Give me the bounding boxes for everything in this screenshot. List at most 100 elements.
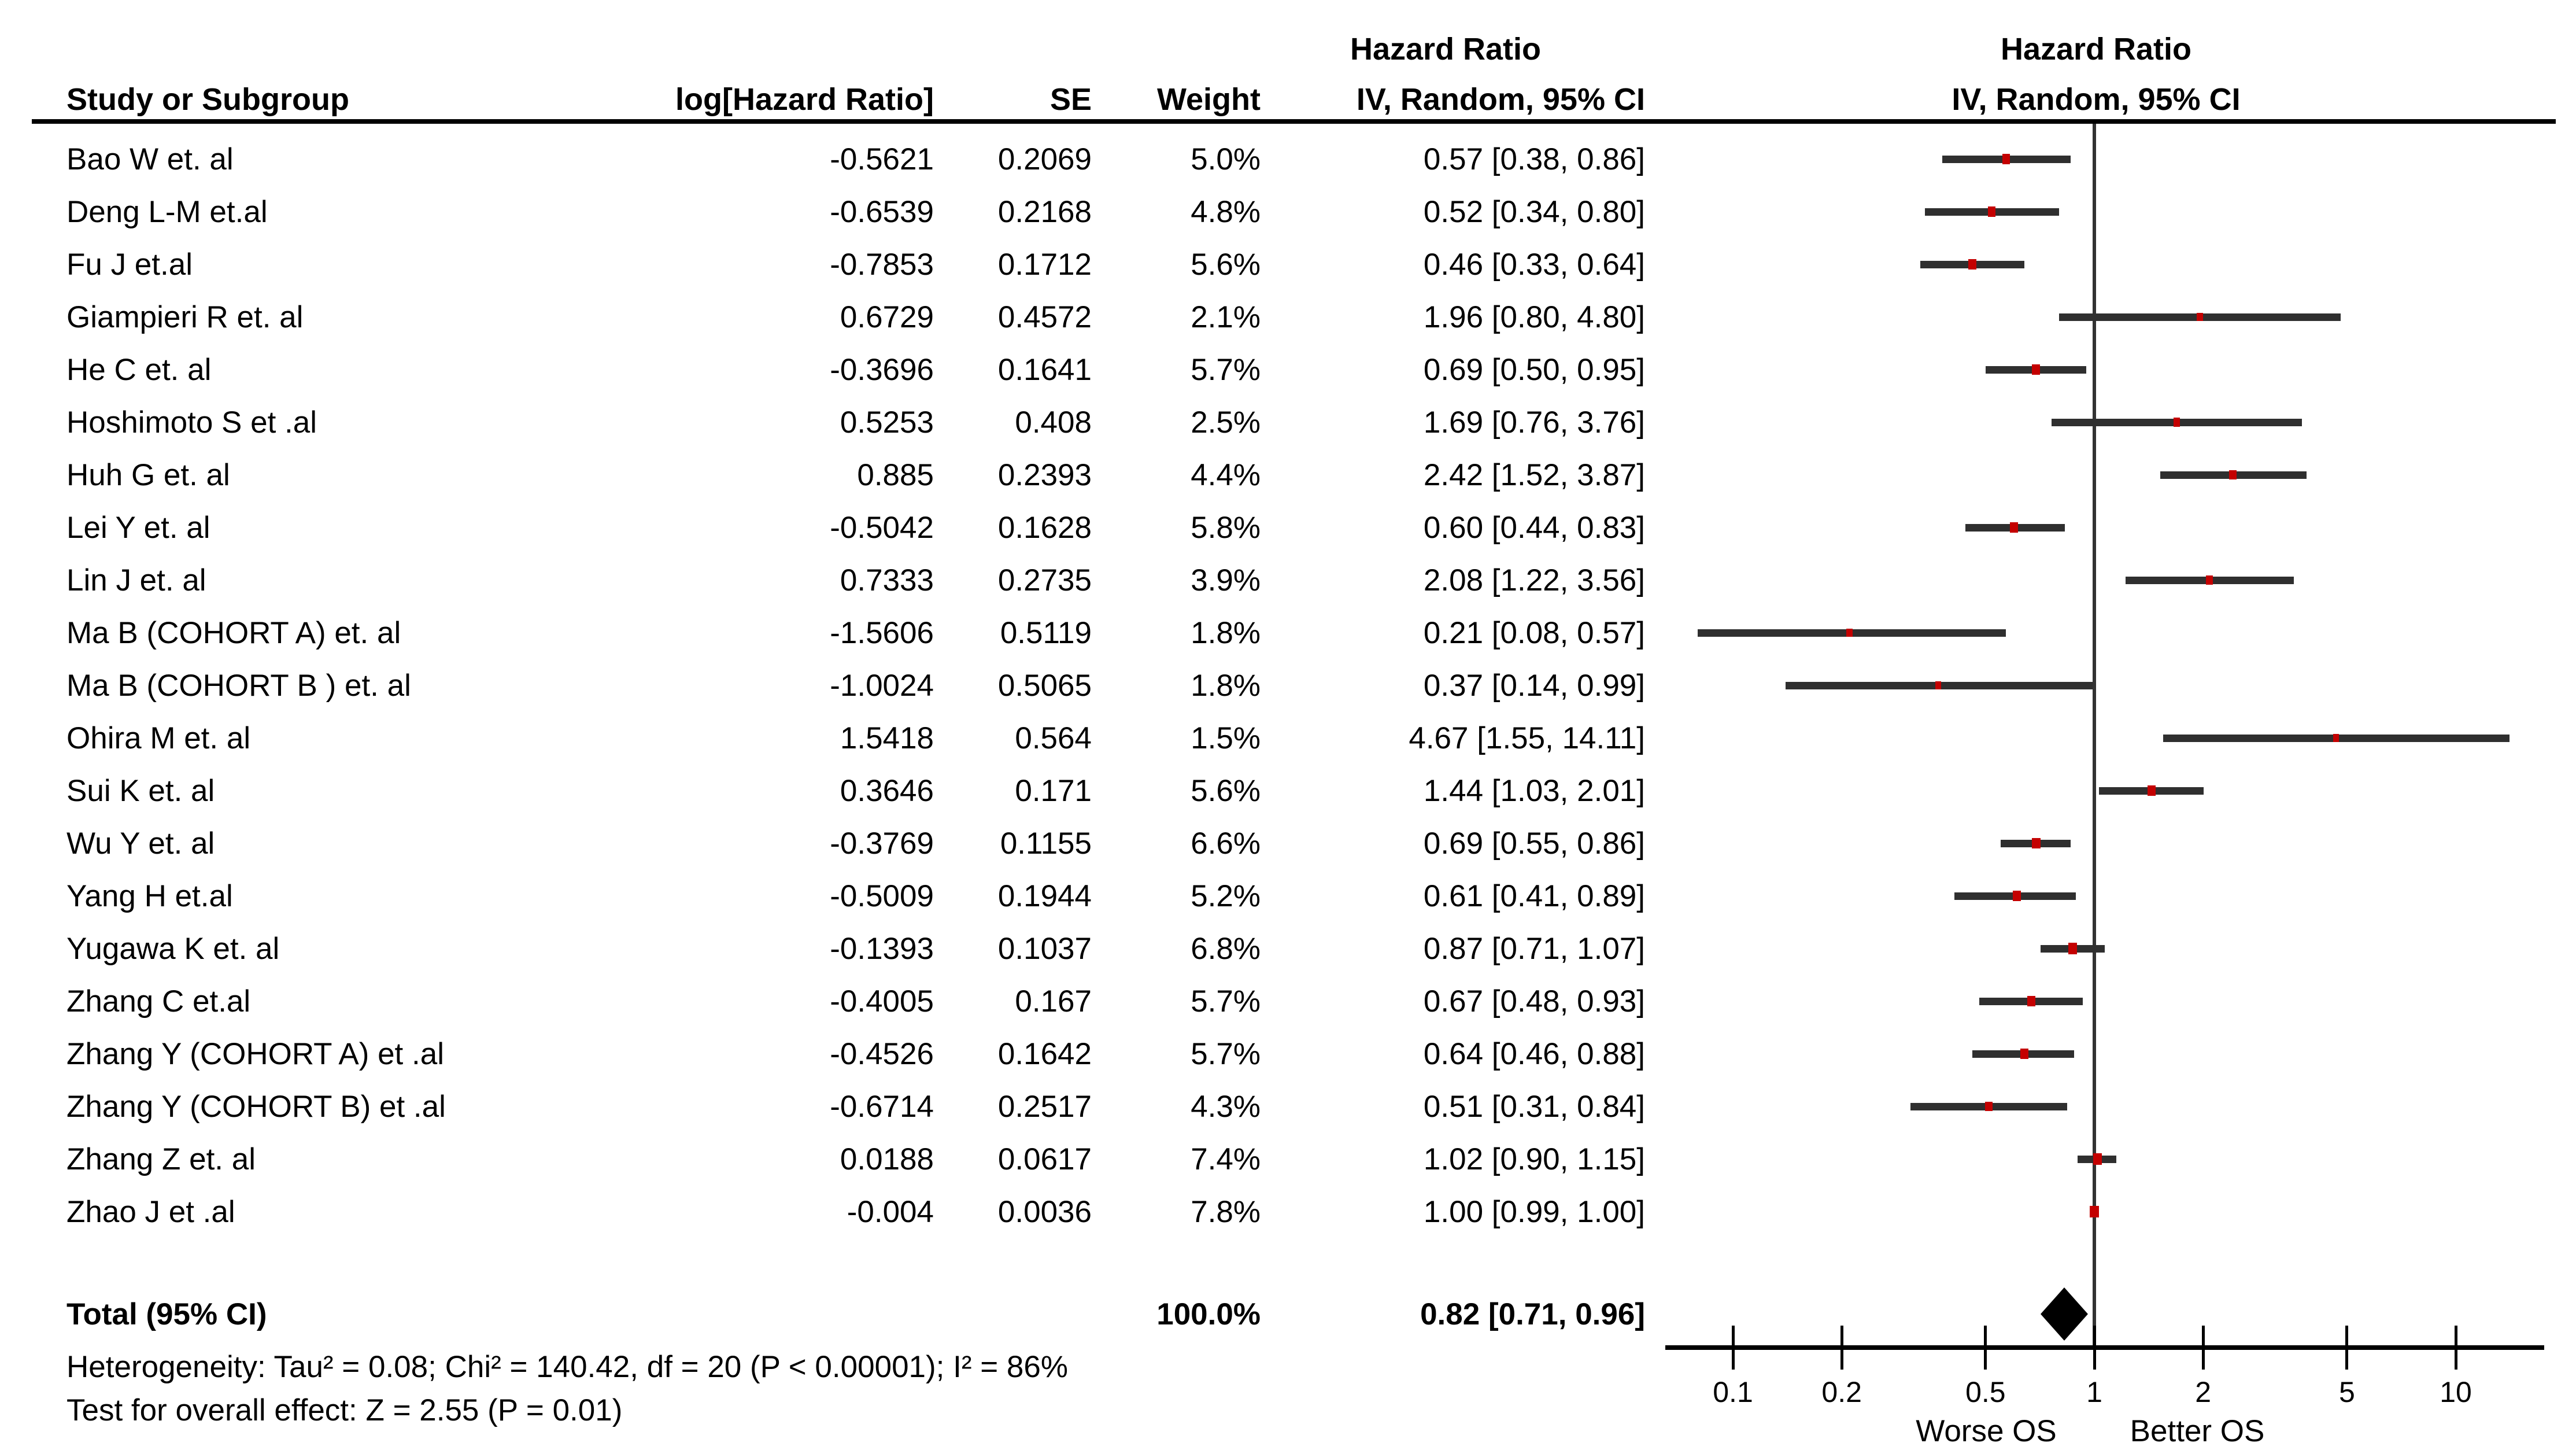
total-label: Total (95% CI) [66,1297,267,1331]
study-row: Lei Y et. al -0.5042 0.1628 5.8% 0.60 [0… [0,501,2576,554]
heterogeneity-text: Heterogeneity: Tau² = 0.08; Chi² = 140.4… [66,1350,1068,1384]
study-log-hr: -0.5009 [830,879,934,913]
study-name: Huh G et. al [66,457,230,492]
study-name: Sui K et. al [66,773,215,808]
study-ci: 0.64 [0.46, 0.88] [1423,1036,1645,1071]
x-axis-tick [2454,1326,2457,1370]
effect-marker [1987,206,1996,217]
effect-marker [1846,628,1853,637]
study-log-hr: -0.1393 [830,931,934,966]
study-row: Fu J et.al -0.7853 0.1712 5.6% 0.46 [0.3… [0,238,2576,291]
study-weight: 5.6% [1191,247,1261,282]
study-ci: 0.46 [0.33, 0.64] [1423,247,1645,282]
study-ci: 0.69 [0.55, 0.86] [1423,826,1645,861]
column-header-log-hazard-ratio: log[Hazard Ratio] [675,82,934,117]
x-axis-tick-label: 1 [2086,1376,2102,1408]
study-se: 0.0617 [997,1142,1092,1176]
x-axis-label-better: Better OS [2130,1414,2265,1448]
study-row: He C et. al -0.3696 0.1641 5.7% 0.69 [0.… [0,344,2576,396]
x-axis-tick-label: 0.1 [1713,1376,1753,1408]
study-weight: 1.8% [1191,668,1261,703]
x-axis-tick [1984,1326,1987,1370]
study-se: 0.5119 [1000,615,1092,650]
effect-marker [1984,1101,1993,1112]
study-weight: 2.1% [1191,300,1261,334]
study-log-hr: -1.0024 [830,668,934,703]
study-row: Sui K et. al 0.3646 0.171 5.6% 1.44 [1.0… [0,765,2576,817]
header-divider-line [32,119,2556,124]
study-ci: 1.44 [1.03, 2.01] [1423,773,1645,808]
study-ci: 4.67 [1.55, 14.11] [1409,721,1645,755]
study-name: Lin J et. al [66,563,206,597]
overall-effect-text: Test for overall effect: Z = 2.55 (P = 0… [66,1393,623,1427]
study-weight: 4.4% [1191,457,1261,492]
effect-marker [2027,995,2036,1007]
study-row: Ma B (COHORT B ) et. al -1.0024 0.5065 1… [0,659,2576,712]
study-se: 0.564 [1015,721,1092,755]
x-axis-line [1665,1345,2544,1350]
effect-marker [2012,891,2021,901]
study-ci: 0.52 [0.34, 0.80] [1423,194,1645,229]
hazard-ratio-header-left: Hazard Ratio [1350,32,1542,67]
x-axis-tick-label: 2 [2195,1376,2212,1408]
study-row: Zhang C et.al -0.4005 0.167 5.7% 0.67 [0… [0,975,2576,1028]
effect-marker [2093,1153,2102,1165]
x-axis-tick-label: 0.5 [1965,1376,2006,1408]
study-log-hr: -0.5042 [830,510,934,545]
study-log-hr: -0.6539 [830,194,934,229]
study-row: Deng L-M et.al -0.6539 0.2168 4.8% 0.52 … [0,186,2576,238]
column-header-weight: Weight [1157,82,1261,117]
study-ci: 1.02 [0.90, 1.15] [1423,1142,1645,1176]
study-log-hr: -1.5606 [830,615,934,650]
study-log-hr: 0.0188 [840,1142,934,1176]
study-name: Ohira M et. al [66,721,251,755]
effect-marker [2333,733,2340,743]
study-row: Yang H et.al -0.5009 0.1944 5.2% 0.61 [0… [0,870,2576,922]
study-row: Giampieri R et. al 0.6729 0.4572 2.1% 1.… [0,291,2576,344]
effect-marker [2197,312,2204,322]
study-name: Yugawa K et. al [66,931,280,966]
study-ci: 1.96 [0.80, 4.80] [1423,300,1645,334]
study-weight: 5.0% [1191,142,1261,176]
study-log-hr: -0.6714 [830,1089,934,1124]
study-ci: 0.37 [0.14, 0.99] [1423,668,1645,703]
hazard-ratio-header-right: Hazard Ratio [2000,32,2192,67]
x-axis-tick [2093,1326,2096,1370]
study-name: Zhang C et.al [66,984,251,1018]
effect-marker [2032,364,2041,375]
total-ci: 0.82 [0.71, 0.96] [1420,1297,1645,1331]
study-name: Fu J et.al [66,247,193,282]
x-axis-tick [2345,1326,2349,1370]
x-axis-tick [1731,1326,1735,1370]
study-weight: 4.3% [1191,1089,1261,1124]
total-row: Total (95% CI) 100.0% 0.82 [0.71, 0.96] [0,1288,2576,1341]
study-name: Wu Y et. al [66,826,215,861]
study-name: He C et. al [66,352,212,387]
study-se: 0.1944 [997,879,1092,913]
effect-marker [2173,418,2180,427]
study-row: Zhang Z et. al 0.0188 0.0617 7.4% 1.02 [… [0,1133,2576,1186]
study-ci: 0.60 [0.44, 0.83] [1423,510,1645,545]
effect-marker [2147,785,2156,796]
x-axis-tick [1840,1326,1843,1370]
study-ci: 1.00 [0.99, 1.00] [1423,1194,1645,1229]
x-axis-tick [2201,1326,2205,1370]
x-axis-tick-label: 10 [2440,1376,2472,1408]
study-log-hr: -0.4005 [830,984,934,1018]
study-ci: 0.87 [0.71, 1.07] [1423,931,1645,966]
study-se: 0.2168 [997,194,1092,229]
study-weight: 4.8% [1191,194,1261,229]
effect-marker [2010,522,2019,533]
study-row: Yugawa K et. al -0.1393 0.1037 6.8% 0.87… [0,922,2576,975]
x-axis-label-worse: Worse OS [1916,1414,2057,1448]
study-name: Giampieri R et. al [66,300,304,334]
study-log-hr: 0.3646 [840,773,934,808]
effect-marker [2031,837,2041,849]
study-se: 0.2069 [997,142,1092,176]
study-name: Deng L-M et.al [66,194,268,229]
study-log-hr: 1.5418 [840,721,934,755]
column-header-study: Study or Subgroup [66,82,349,117]
total-weight: 100.0% [1156,1297,1261,1331]
study-row: Ma B (COHORT A) et. al -1.5606 0.5119 1.… [0,607,2576,659]
study-log-hr: 0.7333 [840,563,934,597]
